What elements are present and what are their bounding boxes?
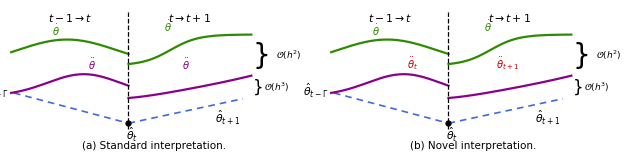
Text: $\hat{\theta}_{t+1}$: $\hat{\theta}_{t+1}$ bbox=[535, 109, 560, 127]
Text: $\hat{\theta}_t$: $\hat{\theta}_t$ bbox=[446, 126, 458, 144]
Text: $\hat{\theta}_{t-\Gamma}$: $\hat{\theta}_{t-\Gamma}$ bbox=[303, 82, 328, 100]
Text: $\hat{\theta}_{t-\Gamma}$: $\hat{\theta}_{t-\Gamma}$ bbox=[0, 82, 8, 100]
Text: $t \to t+1$: $t \to t+1$ bbox=[168, 12, 211, 24]
Text: $\mathcal{O}(h^3)$: $\mathcal{O}(h^3)$ bbox=[584, 81, 609, 94]
Text: $\}$: $\}$ bbox=[572, 77, 583, 97]
Text: $\dot{\theta}$: $\dot{\theta}$ bbox=[484, 19, 492, 34]
Text: $\mathcal{O}(h^2)$: $\mathcal{O}(h^2)$ bbox=[596, 48, 622, 62]
Text: $\mathcal{O}(h^3)$: $\mathcal{O}(h^3)$ bbox=[264, 81, 289, 94]
Text: $\}$: $\}$ bbox=[252, 77, 263, 97]
Text: (a) Standard interpretation.: (a) Standard interpretation. bbox=[81, 141, 226, 151]
Text: $\}$: $\}$ bbox=[572, 40, 589, 71]
Text: $\ddot{\theta}_{t+1}$: $\ddot{\theta}_{t+1}$ bbox=[496, 55, 519, 72]
Text: $\mathcal{O}(h^2)$: $\mathcal{O}(h^2)$ bbox=[276, 48, 302, 62]
Text: $\hat{\theta}_{t+1}$: $\hat{\theta}_{t+1}$ bbox=[215, 109, 240, 127]
Text: $t-1 \to t$: $t-1 \to t$ bbox=[47, 12, 92, 24]
Text: $\dot{\theta}$: $\dot{\theta}$ bbox=[164, 19, 172, 34]
Text: $\ddot{\theta}$: $\ddot{\theta}$ bbox=[88, 57, 96, 72]
Text: $t-1 \to t$: $t-1 \to t$ bbox=[367, 12, 412, 24]
Text: $\}$: $\}$ bbox=[252, 40, 269, 71]
Text: $\hat{\theta}_t$: $\hat{\theta}_t$ bbox=[126, 126, 138, 144]
Text: $\dot{\theta}$: $\dot{\theta}$ bbox=[52, 23, 60, 38]
Text: $\ddot{\theta}_t$: $\ddot{\theta}_t$ bbox=[406, 55, 418, 72]
Text: $\dot{\theta}$: $\dot{\theta}$ bbox=[372, 23, 380, 38]
Text: $t \to t+1$: $t \to t+1$ bbox=[488, 12, 531, 24]
Text: $\ddot{\theta}$: $\ddot{\theta}$ bbox=[182, 57, 189, 72]
Text: (b) Novel interpretation.: (b) Novel interpretation. bbox=[410, 141, 537, 151]
